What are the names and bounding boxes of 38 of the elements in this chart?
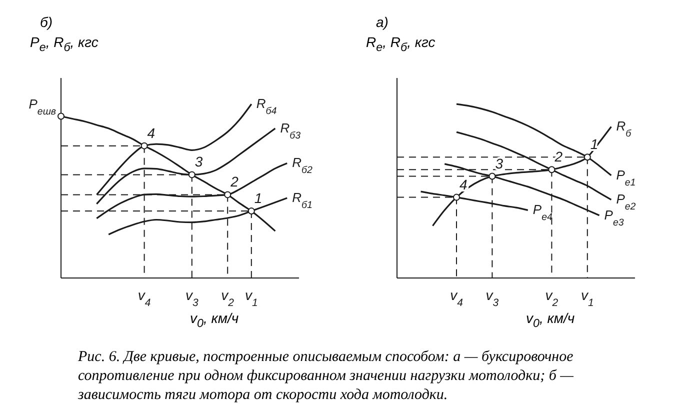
- point: [58, 112, 64, 120]
- series-label: R$_{б2}$: [292, 155, 313, 176]
- text: Рис. 6. Две кривые, построенные описываемым способом: а — буксировочное сопротивление при одном фиксированном значении нагрузки мотолодки; б — зависимость тяги мотора от скорости хода мотолодки.: [78, 348, 574, 405]
- point: [584, 154, 591, 161]
- annotation: 3: [495, 155, 504, 172]
- annotation: 3: [194, 154, 203, 170]
- series-label: P$_{e1}$: [616, 167, 636, 188]
- x-tick-label: v$_{4}$: [450, 287, 464, 309]
- x-axis-title: v$_{0}$, км/ч: [190, 310, 239, 330]
- chart-title: б): [40, 14, 53, 30]
- x-tick-label: v$_{2}$: [221, 287, 234, 309]
- x-tick-label: v$_{1}$: [244, 287, 258, 309]
- x-tick-label: v$_{4}$: [138, 287, 151, 309]
- x-tick-label: v$_{3}$: [486, 287, 499, 309]
- annotation: 1: [254, 190, 262, 206]
- series-label: P$_{eшв}$: [28, 96, 56, 117]
- series-label: R$_{б}$: [616, 118, 632, 140]
- x-tick-label: v$_{2}$: [545, 287, 558, 309]
- point: [248, 208, 255, 215]
- annotation: 4: [147, 124, 156, 141]
- series-label: R$_{б3}$: [280, 120, 302, 141]
- x-tick-label: v$_{1}$: [580, 287, 594, 309]
- point: [188, 171, 196, 178]
- series-label: R$_{б1}$: [292, 190, 312, 210]
- point: [224, 191, 232, 198]
- y-axis-title: P$_{e}$, R$_{б}$, кгс: [30, 34, 98, 54]
- annotation: 4: [460, 176, 468, 192]
- y-axis-title: R$_{e}$, R$_{б}$, кгс: [366, 34, 436, 54]
- x-axis-title: v$_{0}$, км/ч: [526, 310, 575, 330]
- annotation: 2: [230, 174, 239, 190]
- series-label: R$_{б4}$: [256, 96, 278, 117]
- point: [453, 194, 460, 201]
- chart-title: а): [376, 14, 388, 30]
- point: [488, 172, 496, 180]
- point: [548, 166, 556, 174]
- x-tick-label: v$_{3}$: [185, 287, 198, 309]
- series-label: P$_{e4}$: [532, 202, 553, 223]
- point: [140, 142, 148, 150]
